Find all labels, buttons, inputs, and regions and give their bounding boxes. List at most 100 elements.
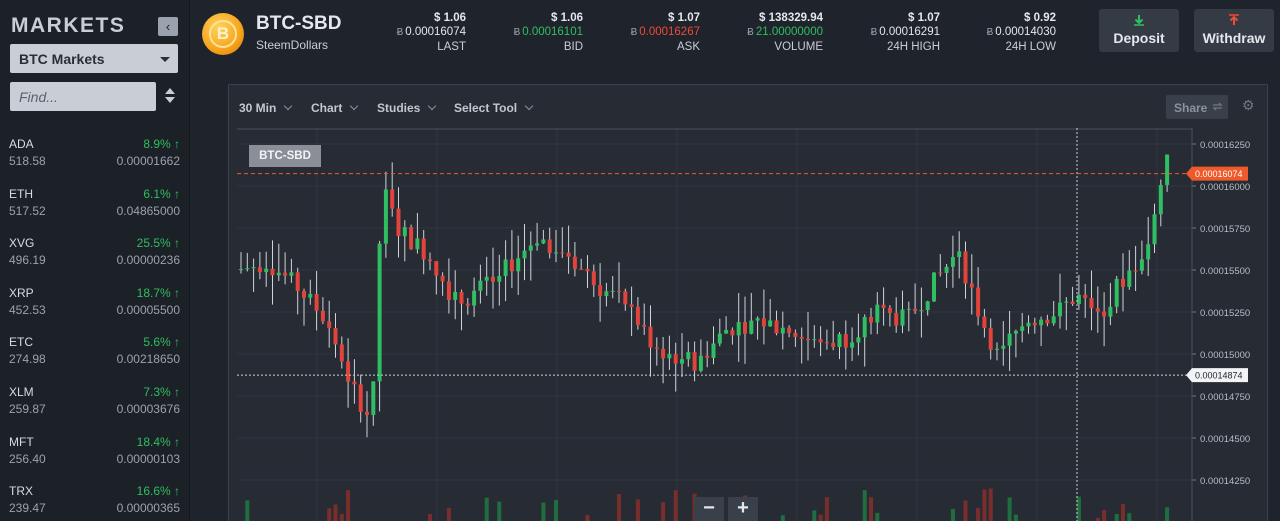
candle-down bbox=[560, 252, 565, 254]
volume-bar bbox=[1127, 513, 1132, 521]
zoom-out-button[interactable]: − bbox=[694, 497, 724, 521]
collapse-sidebar-icon[interactable]: ‹ bbox=[158, 17, 178, 36]
last-price-label: 0.00016074 bbox=[1195, 169, 1243, 179]
candle-up bbox=[856, 337, 861, 343]
candle-up bbox=[944, 266, 949, 273]
volume-bar bbox=[963, 500, 968, 521]
stat-low-btc: 0.00014030 bbox=[995, 26, 1056, 38]
candle-down bbox=[1133, 270, 1138, 272]
volume-bar bbox=[245, 500, 250, 521]
market-item[interactable]: ETH 6.1% ↑ 517.52 0.04865000 bbox=[0, 183, 190, 233]
candle-up bbox=[289, 272, 294, 276]
candle-up bbox=[1076, 294, 1081, 304]
stat-volume-label: VOLUME bbox=[774, 41, 823, 53]
candle-up bbox=[724, 330, 729, 334]
stat-ask-btc: 0.00016267 bbox=[639, 26, 700, 38]
deposit-arrow-icon bbox=[1134, 15, 1144, 26]
bitcoin-icon: Ƀ bbox=[396, 27, 404, 38]
candle-down bbox=[257, 267, 262, 273]
market-item[interactable]: MFT 18.4% ↑ 256.40 0.00000103 bbox=[0, 431, 190, 481]
withdraw-button[interactable]: Withdraw bbox=[1194, 9, 1274, 52]
candle-down bbox=[409, 227, 414, 250]
market-symbol: XRP bbox=[9, 285, 34, 300]
candle-down bbox=[881, 304, 886, 308]
volume-bar bbox=[635, 499, 640, 521]
stat-volume-usd: $ 138329.94 bbox=[759, 12, 823, 24]
candle-up bbox=[1039, 319, 1044, 326]
candle-up bbox=[686, 352, 691, 360]
candle-up bbox=[453, 291, 458, 300]
candle-up bbox=[604, 291, 609, 297]
bitcoin-icon: Ƀ bbox=[747, 27, 754, 38]
candle-up bbox=[251, 267, 256, 269]
volume-bar bbox=[484, 497, 489, 521]
market-item[interactable]: TRX 16.6% ↑ 239.47 0.00000365 bbox=[0, 480, 190, 521]
candlestick-chart[interactable]: 0.00016250 0.00016000 0.00015750 0.00015500… bbox=[237, 128, 1267, 521]
share-label: Share bbox=[1174, 101, 1208, 115]
select-tool-dropdown[interactable]: Select Tool bbox=[454, 101, 534, 115]
candle-down bbox=[774, 320, 779, 334]
coin-logo-letter: B bbox=[209, 20, 237, 48]
candle-down bbox=[358, 384, 363, 412]
volume-bar bbox=[446, 507, 451, 521]
candle-down bbox=[730, 330, 735, 336]
market-select[interactable]: BTC Markets bbox=[10, 44, 178, 73]
share-button[interactable]: Share bbox=[1166, 95, 1228, 119]
candle-down bbox=[572, 256, 577, 269]
market-price: 0.00218650 bbox=[116, 352, 180, 367]
market-select-value: BTC Markets bbox=[19, 51, 105, 67]
volume-bar bbox=[862, 490, 867, 521]
studies-dropdown[interactable]: Studies bbox=[377, 101, 437, 115]
market-item[interactable]: XLM 7.3% ↑ 259.87 0.00003676 bbox=[0, 381, 190, 431]
volume-bar bbox=[428, 513, 432, 521]
volume-bar bbox=[617, 493, 621, 521]
volume-bar bbox=[982, 489, 987, 521]
candle-up bbox=[957, 251, 962, 258]
candle-down bbox=[969, 283, 974, 288]
candle-down bbox=[824, 342, 829, 344]
candle-down bbox=[333, 328, 338, 345]
stat-bid-btc: 0.00016101 bbox=[522, 26, 583, 38]
candle-down bbox=[623, 291, 628, 305]
stat-24h-high: $ 1.07 Ƀ 0.00016291 24H HIGH bbox=[840, 11, 940, 54]
sort-icon[interactable] bbox=[163, 88, 177, 106]
candle-down bbox=[629, 304, 634, 307]
candle-down bbox=[963, 251, 968, 284]
candle-up bbox=[925, 301, 930, 311]
candle-up bbox=[906, 308, 911, 310]
deposit-button[interactable]: Deposit bbox=[1099, 9, 1179, 52]
candle-up bbox=[736, 322, 741, 336]
last-price-marker bbox=[1186, 166, 1248, 181]
stat-last-btc: 0.00016074 bbox=[405, 26, 466, 38]
candle-down bbox=[1089, 298, 1094, 309]
candle-down bbox=[365, 411, 369, 415]
market-price: 0.00005500 bbox=[116, 302, 180, 317]
candle-down bbox=[661, 348, 666, 359]
price-chart-panel: 30 Min Chart Studies Select Tool Share ⚙… bbox=[228, 84, 1268, 521]
market-price: 0.00000236 bbox=[116, 253, 180, 268]
market-item[interactable]: ADA 8.9% ↑ 518.58 0.00001662 bbox=[0, 133, 190, 183]
candle-up bbox=[371, 381, 376, 415]
market-item[interactable]: ETC 5.6% ↑ 274.98 0.00218650 bbox=[0, 331, 190, 381]
candle-up bbox=[1020, 326, 1025, 331]
deposit-label: Deposit bbox=[1113, 30, 1165, 46]
candle-up bbox=[497, 276, 502, 282]
share-icon bbox=[1212, 102, 1223, 111]
candle-up bbox=[1108, 306, 1113, 317]
chart-pair-tag: BTC-SBD bbox=[249, 145, 321, 167]
market-item[interactable]: XRP 18.7% ↑ 452.53 0.00005500 bbox=[0, 282, 190, 332]
bitcoin-icon: Ƀ bbox=[630, 27, 638, 38]
chart-type-dropdown[interactable]: Chart bbox=[311, 101, 359, 115]
zoom-in-button[interactable]: + bbox=[728, 497, 758, 521]
market-item[interactable]: XVG 25.5% ↑ 496.19 0.00000236 bbox=[0, 232, 190, 282]
gear-icon[interactable]: ⚙ bbox=[1242, 97, 1255, 113]
candle-up bbox=[402, 227, 407, 237]
candle-up bbox=[415, 238, 420, 250]
market-change: 8.9% ↑ bbox=[143, 137, 180, 151]
volume-bar bbox=[339, 514, 344, 521]
stat-ask: $ 1.07 Ƀ 0.00016267 ASK bbox=[604, 11, 700, 54]
candle-up bbox=[950, 257, 955, 267]
find-input[interactable] bbox=[10, 82, 156, 111]
candle-up bbox=[1165, 154, 1170, 185]
interval-dropdown[interactable]: 30 Min bbox=[239, 101, 293, 115]
